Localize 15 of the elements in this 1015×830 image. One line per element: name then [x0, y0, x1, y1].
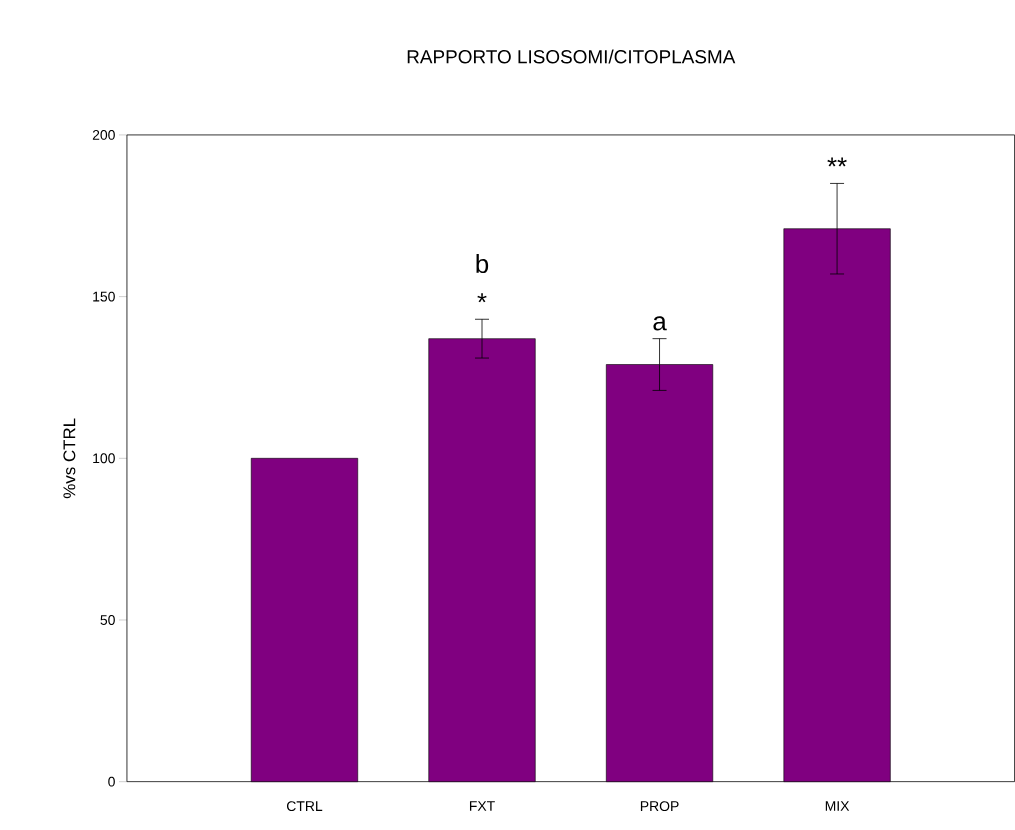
annotation: **: [827, 157, 847, 167]
y-tick-label: 200: [92, 130, 115, 141]
y-tick-label: 100: [93, 453, 115, 464]
annotation: b: [476, 254, 489, 274]
annotation: a: [653, 316, 667, 331]
y-tick-label: 50: [100, 615, 115, 626]
x-tick-label: MIX: [825, 801, 850, 811]
chart-title: RAPPORTO LISOSOMI/CITOPLASMA: [407, 49, 736, 64]
y-tick-label: 150: [93, 291, 115, 302]
annotation: *: [477, 293, 487, 303]
x-tick-label: PROP: [640, 801, 679, 812]
y-tick-label: 0: [108, 776, 115, 787]
x-tick-label: CTRL: [286, 801, 323, 812]
y-axis-title: %vs CTRL: [63, 418, 76, 499]
x-tick-label: FXT: [469, 801, 495, 811]
